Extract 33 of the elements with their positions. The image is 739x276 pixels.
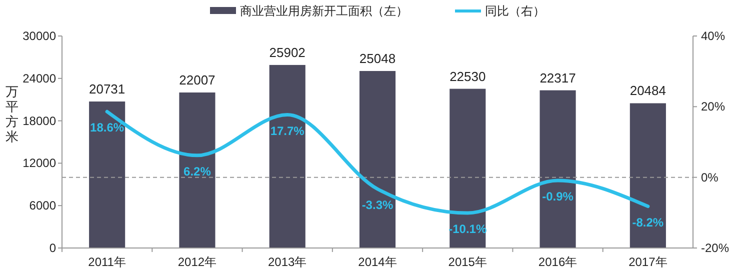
data-label: 25048 [359,50,396,66]
x-tick-label: 2017年 [628,255,668,269]
data-label: 17.7% [270,124,305,138]
y-tick-label: 0 [49,241,56,255]
x-tick-label: 2016年 [538,255,578,269]
x-tick-label: 2015年 [448,255,487,269]
x-tick-label: 2012年 [178,255,217,269]
y-tick-label: 24000 [22,71,56,86]
data-label: 20484 [630,83,666,98]
data-label: 22007 [179,72,216,88]
y-tick-label: 18000 [22,114,56,128]
legend-label: 同比（右） [485,4,545,18]
data-label: 18.6% [90,120,124,135]
data-label: 6.2% [184,164,212,178]
data-label: 22530 [450,68,486,84]
y2-tick-label: 0% [701,170,719,184]
data-label: -0.9% [542,190,574,204]
y2-tick-label: 40% [701,29,726,43]
data-label: -3.3% [362,198,394,212]
data-label: 22317 [540,70,576,86]
y-tick-label: 30000 [22,29,56,43]
x-tick-label: 2013年 [268,255,307,269]
y-tick-label: 12000 [22,156,56,170]
data-label: -8.2% [632,215,664,230]
y2-tick-label: 20% [701,100,726,114]
y-axis-title: 万平方米 [6,84,18,144]
data-label: 25902 [269,44,306,60]
legend-label: 商业营业用房新开工面积（左） [240,4,408,18]
x-tick-label: 2014年 [358,255,397,269]
data-label: 20731 [88,82,126,96]
x-tick-label: 2011年 [88,255,126,269]
y2-tick-label: -20% [701,241,730,255]
y-tick-label: 6000 [29,198,56,213]
